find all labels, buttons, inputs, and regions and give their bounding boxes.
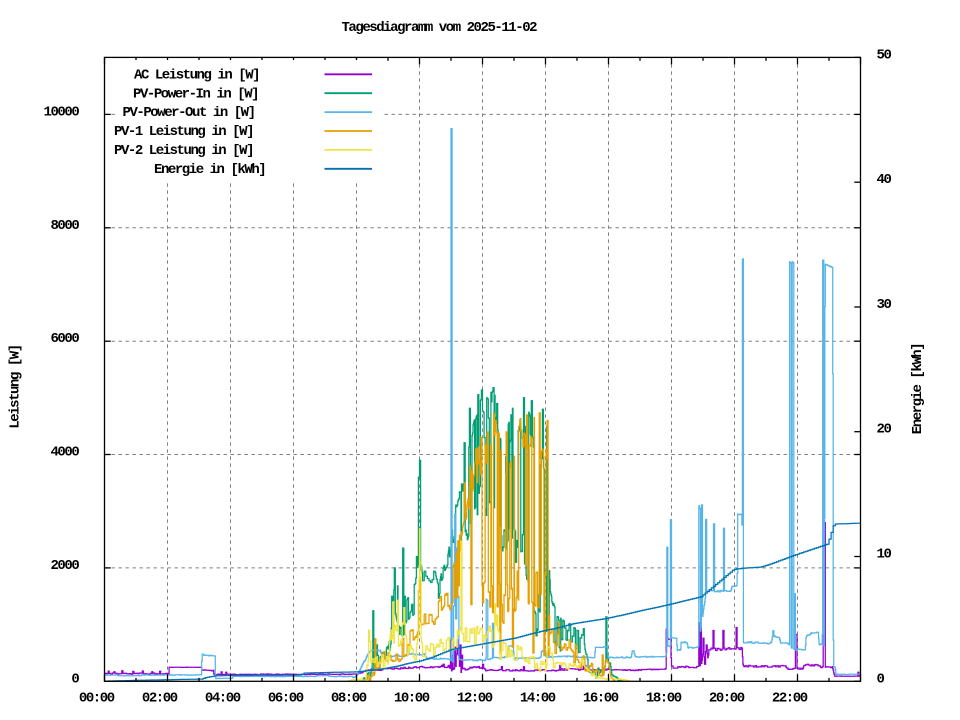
svg-text:20: 20	[877, 422, 892, 438]
svg-text:04:00: 04:00	[205, 690, 241, 706]
svg-text:PV-Power-In in [W]: PV-Power-In in [W]	[133, 86, 258, 102]
svg-text:AC Leistung in [W]: AC Leistung in [W]	[134, 67, 259, 83]
svg-text:22:00: 22:00	[772, 690, 808, 706]
svg-text:50: 50	[877, 47, 892, 63]
svg-text:6000: 6000	[50, 331, 79, 347]
svg-text:30: 30	[877, 297, 892, 313]
svg-text:40: 40	[877, 172, 892, 188]
svg-text:16:00: 16:00	[583, 690, 619, 706]
svg-text:Leistung [W]: Leistung [W]	[8, 345, 24, 428]
svg-text:08:00: 08:00	[331, 690, 367, 706]
svg-text:06:00: 06:00	[268, 690, 304, 706]
svg-text:10000: 10000	[44, 104, 80, 120]
svg-text:00:00: 00:00	[79, 690, 115, 706]
svg-text:12:00: 12:00	[457, 690, 493, 706]
svg-text:8000: 8000	[50, 218, 79, 234]
svg-text:0: 0	[71, 671, 79, 687]
svg-text:PV-Power-Out in [W]: PV-Power-Out in [W]	[123, 105, 255, 121]
svg-text:10: 10	[877, 547, 892, 563]
svg-text:2000: 2000	[50, 558, 79, 574]
svg-text:PV-1 Leistung in [W]: PV-1 Leistung in [W]	[114, 124, 253, 140]
svg-text:02:00: 02:00	[142, 690, 178, 706]
svg-text:18:00: 18:00	[646, 690, 682, 706]
svg-text:0: 0	[877, 671, 885, 687]
svg-text:PV-2 Leistung in [W]: PV-2 Leistung in [W]	[114, 143, 253, 159]
svg-text:14:00: 14:00	[520, 690, 556, 706]
svg-text:20:00: 20:00	[709, 690, 745, 706]
svg-text:Energie [kWh]: Energie [kWh]	[910, 344, 926, 434]
svg-text:Tagesdiagramm vom 2025-11-02: Tagesdiagramm vom 2025-11-02	[341, 20, 537, 36]
svg-text:10:00: 10:00	[394, 690, 430, 706]
svg-text:4000: 4000	[50, 445, 79, 461]
svg-text:Energie in [kWh]: Energie in [kWh]	[154, 162, 265, 178]
